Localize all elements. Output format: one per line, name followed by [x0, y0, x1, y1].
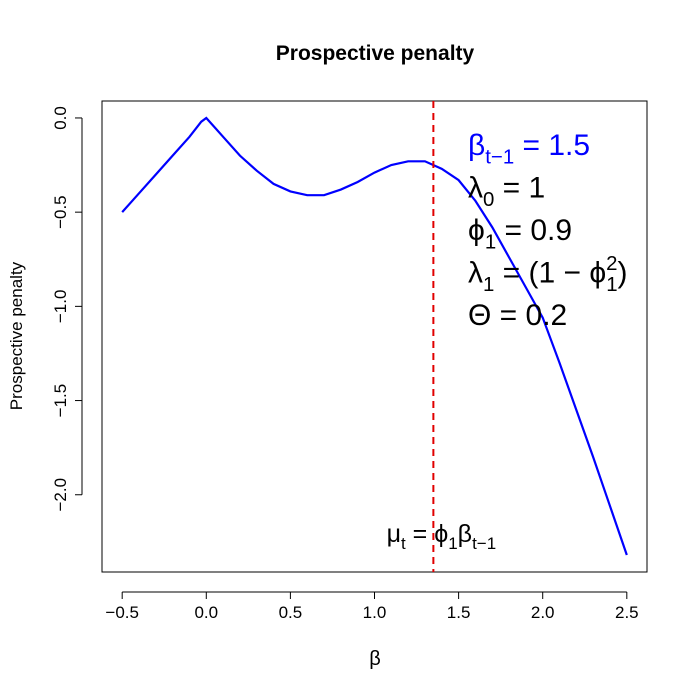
annotation: ϕ1 = 0.9 — [468, 214, 572, 253]
annotation-part: λ — [468, 257, 483, 290]
annotation-part: ϕ — [468, 214, 485, 247]
annotation-part: = 1.5 — [514, 129, 590, 162]
x-tick-label: 0.5 — [279, 603, 303, 622]
annotation-part: = (1 − ϕ — [494, 257, 606, 290]
x-tick-label: 2.5 — [615, 603, 639, 622]
annotation-part: 1 — [606, 274, 617, 296]
annotation-part: 1 — [483, 274, 494, 296]
annotation-part: = 1 — [494, 172, 545, 205]
x-tick-label: −0.5 — [105, 603, 139, 622]
annotation-part: μ — [387, 520, 401, 548]
annotation: Θ = 0.2 — [468, 299, 567, 332]
annotation-part: λ — [468, 172, 483, 205]
plot-frame — [101, 100, 648, 573]
chart-title: Prospective penalty — [276, 42, 475, 65]
x-tick-label: 2.0 — [531, 603, 555, 622]
annotation-part: t — [401, 534, 406, 553]
y-tick-label: −2.0 — [51, 478, 70, 512]
curve — [121, 116, 628, 556]
x-axis-label: β — [369, 648, 381, 670]
x-tick-label: 1.0 — [363, 603, 387, 622]
annotation-part: = ϕ — [406, 520, 449, 548]
annotation-part: 1 — [485, 231, 496, 253]
annotation: λ0 = 1 — [468, 172, 545, 211]
annotation: βt−1 = 1.5 — [468, 129, 590, 168]
annotation-part: t−1 — [485, 146, 514, 168]
annotation-part: 0 — [483, 189, 494, 211]
y-tick-label: 0.0 — [51, 106, 70, 130]
x-tick-label: 1.5 — [447, 603, 471, 622]
y-tick-label: −0.5 — [51, 195, 70, 229]
y-tick-label: −1.0 — [51, 290, 70, 324]
annotation-part: 1 — [448, 534, 457, 553]
annotation-part: β — [458, 520, 472, 548]
annotation-part: t−1 — [472, 534, 496, 553]
annotation-part: β — [468, 129, 485, 162]
annotation-part: ) — [617, 257, 627, 290]
annotation-part: = 0.9 — [496, 214, 572, 247]
annotation-part: 2 — [606, 253, 617, 275]
annotation: μt = ϕ1βt−1 — [387, 520, 497, 553]
y-tick-label: −1.5 — [51, 384, 70, 418]
x-tick-label: 0.0 — [194, 603, 218, 622]
annotation: λ1 = (1 − ϕ12) — [468, 253, 627, 296]
annotation-part: Θ = 0.2 — [468, 299, 567, 332]
y-axis-label: Prospective penalty — [7, 261, 26, 410]
